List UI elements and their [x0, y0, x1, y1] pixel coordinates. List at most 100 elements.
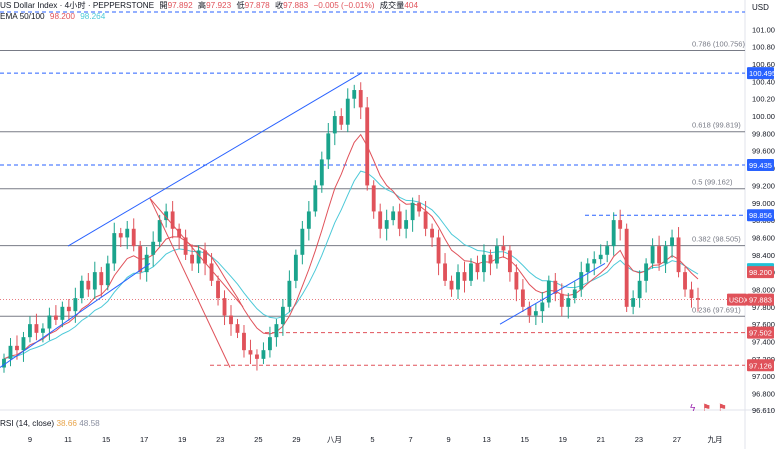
y-tick-label: 97.600 — [752, 320, 775, 329]
x-tick-label: 19 — [559, 435, 567, 444]
candle-body — [527, 306, 532, 316]
candle-body — [222, 298, 227, 316]
candle-body — [8, 345, 13, 359]
x-tick-label: 27 — [673, 435, 681, 444]
candle-body — [663, 246, 668, 264]
symbol-title[interactable]: US Dollar Index · 4小时 · PEPPERSTONE — [0, 1, 155, 10]
channel-lower — [149, 198, 231, 368]
price-badge-text: 97.883 — [749, 296, 772, 305]
x-tick-label: 25 — [254, 435, 262, 444]
candle-body — [157, 220, 162, 242]
candle-body — [378, 211, 383, 229]
candle-body — [248, 350, 253, 355]
trendline-support-1 — [0, 263, 151, 368]
price-badge-prefix-bg — [727, 293, 747, 306]
x-tick-label: 17 — [140, 435, 148, 444]
candle-body — [631, 298, 636, 307]
y-tick-label: 99.800 — [752, 129, 775, 138]
y-tick-label: 100.000 — [752, 112, 775, 121]
rsi-value-2: 48.58 — [79, 419, 100, 428]
x-tick-label: 13 — [482, 435, 490, 444]
y-tick-label: 100.200 — [752, 95, 775, 104]
level-badge-bg — [747, 326, 774, 339]
candle-body — [118, 233, 123, 238]
x-tick-label: 15 — [102, 435, 110, 444]
candle-body — [73, 298, 78, 312]
x-tick-label: 九月 — [708, 435, 723, 444]
candle-body — [183, 237, 188, 255]
candle-body — [144, 254, 149, 273]
candle-body — [287, 280, 292, 307]
ema50-value: 98.200 — [49, 12, 75, 21]
rsi-value-1: 38.66 — [56, 419, 77, 428]
candle-body — [339, 116, 344, 125]
x-tick-label: 23 — [216, 435, 224, 444]
candle-body — [99, 272, 104, 286]
level-badge-bg — [747, 359, 774, 372]
candle-body — [495, 246, 499, 264]
candle-body — [443, 263, 447, 281]
fib-level-label: 0.382 (98.505) — [692, 235, 741, 244]
candle-body — [125, 228, 130, 238]
candle-body — [196, 250, 201, 264]
ema-label: EMA 50/100 — [0, 12, 45, 21]
candle-body — [488, 254, 493, 264]
x-tick-label: 7 — [408, 435, 412, 444]
candle-body — [618, 220, 623, 229]
candle-body — [66, 306, 71, 312]
price-badge-prefix: USDX — [729, 298, 749, 305]
lightning-icon[interactable]: ϟ — [690, 403, 696, 414]
flag-icon-2[interactable]: ⚑ — [717, 403, 727, 414]
candle-body — [164, 211, 169, 221]
flag-icon[interactable]: ⚑ — [702, 403, 712, 414]
candle-body — [203, 250, 207, 264]
low-label: 低 — [236, 1, 245, 10]
candle-body — [533, 311, 538, 316]
ema-row[interactable]: EMA 50/100 98.200 98.264 — [0, 11, 418, 22]
candle-body — [280, 306, 285, 325]
candle-body — [482, 254, 486, 273]
candle-body — [520, 289, 525, 307]
candle-body — [546, 280, 551, 303]
x-tick-label: 八月 — [327, 435, 342, 444]
candle-body — [397, 211, 402, 229]
candle-body — [657, 246, 662, 264]
y-tick-label: 101.000 — [752, 25, 775, 34]
candle-body — [209, 263, 214, 281]
candle-body — [624, 228, 629, 307]
candle-body — [475, 263, 480, 273]
y-tick-label: 100.600 — [752, 60, 775, 69]
candle-body — [358, 90, 363, 108]
candle-body — [371, 185, 376, 212]
rsi-legend[interactable]: RSI (14, close) 38.66 48.58 — [0, 419, 100, 428]
axis-currency[interactable]: USD — [752, 3, 769, 12]
trendline-support-2 — [499, 263, 606, 325]
level-badge-text: 100.495 — [749, 69, 775, 78]
candle-body — [92, 272, 97, 290]
candle-body — [391, 211, 396, 221]
ema100-value: 98.264 — [80, 12, 106, 21]
level-badge-bg — [747, 209, 774, 222]
candle-body — [40, 328, 45, 333]
candle-body — [28, 324, 32, 338]
level-badge-bg — [747, 159, 774, 172]
candle-body — [670, 237, 674, 247]
y-tick-label: 99.200 — [752, 181, 775, 190]
y-tick-label: 98.000 — [752, 285, 775, 294]
y-tick-label: 99.600 — [752, 147, 775, 156]
level-badge-text: 97.126 — [749, 361, 772, 370]
x-tick-label: 29 — [292, 435, 300, 444]
candle-body — [47, 315, 52, 329]
candle-body — [332, 116, 337, 134]
level-badge-text: 99.435 — [749, 161, 772, 170]
candle-body — [423, 211, 428, 229]
candle-body — [683, 272, 687, 290]
candle-body — [384, 220, 389, 229]
rsi-label: RSI (14, close) — [0, 419, 55, 428]
candle-body — [605, 246, 610, 255]
level-badge-text: 98.856 — [749, 211, 772, 220]
price-badge-bg — [747, 293, 774, 306]
x-tick-label: 15 — [521, 435, 529, 444]
candle-body — [79, 280, 84, 299]
